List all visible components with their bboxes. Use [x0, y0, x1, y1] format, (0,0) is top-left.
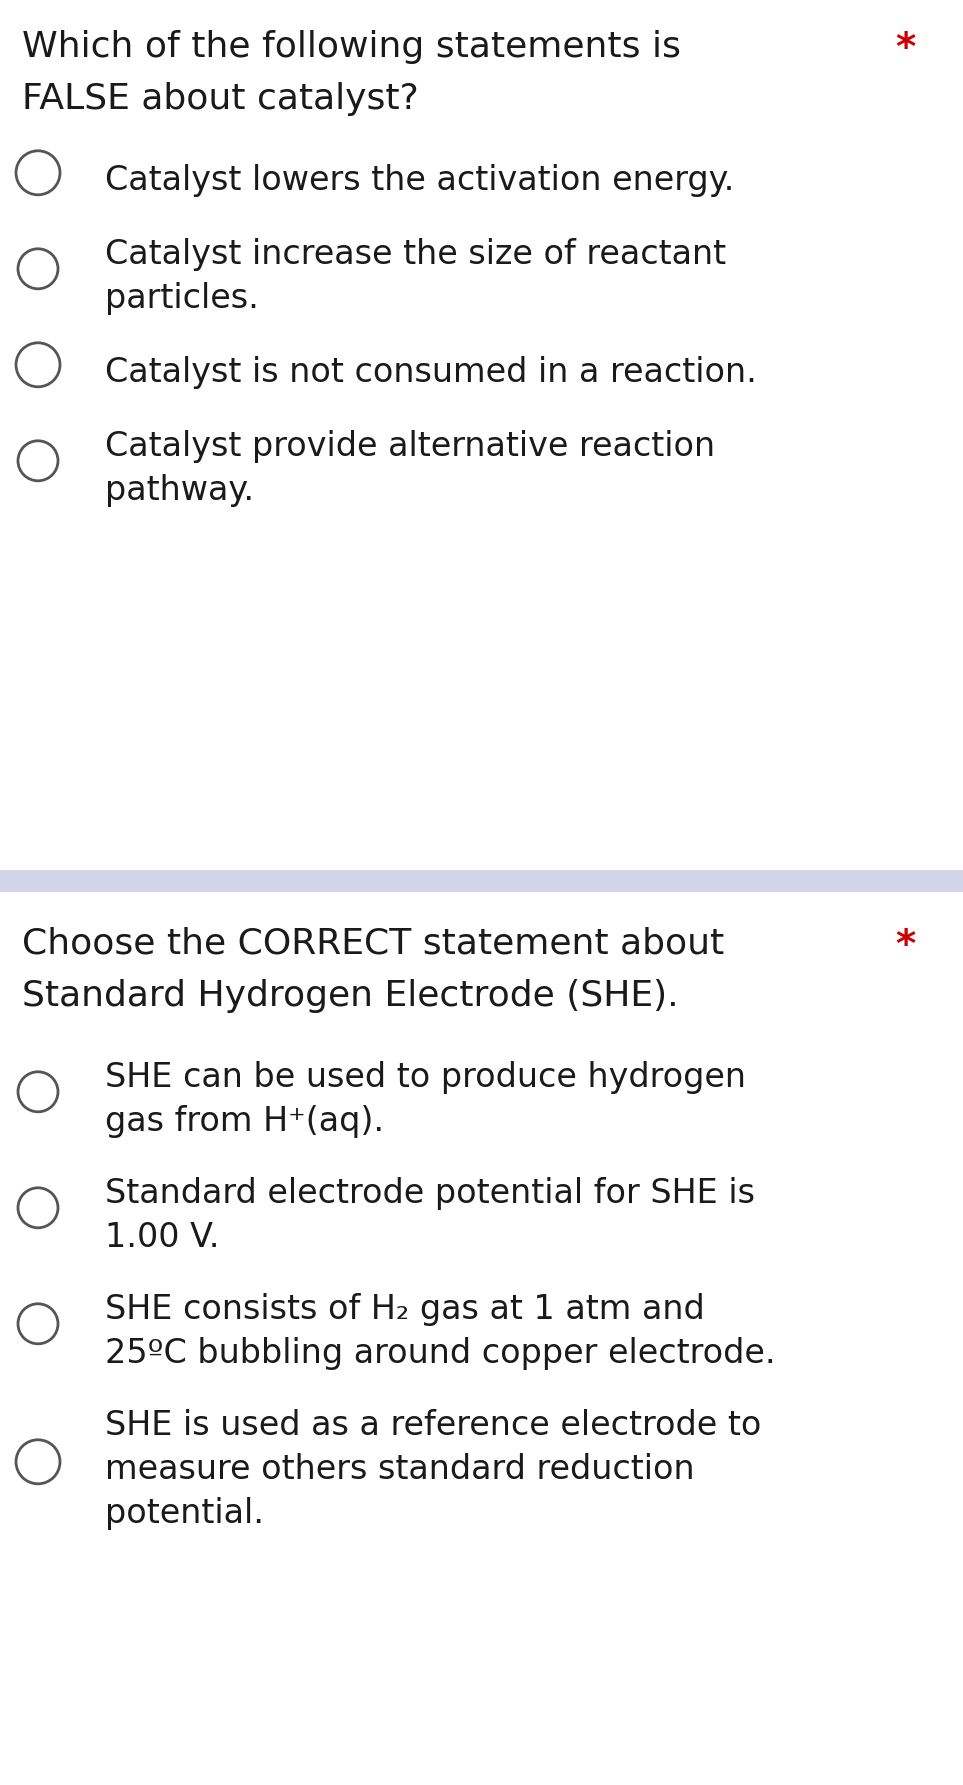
Text: *: *: [895, 30, 915, 68]
Text: SHE can be used to produce hydrogen: SHE can be used to produce hydrogen: [105, 1060, 746, 1094]
Text: Catalyst increase the size of reactant: Catalyst increase the size of reactant: [105, 237, 726, 271]
Text: Standard Hydrogen Electrode (SHE).: Standard Hydrogen Electrode (SHE).: [22, 978, 679, 1014]
Text: FALSE about catalyst?: FALSE about catalyst?: [22, 82, 419, 116]
Text: particles.: particles.: [105, 282, 259, 314]
Text: SHE consists of H₂ gas at 1 atm and: SHE consists of H₂ gas at 1 atm and: [105, 1292, 705, 1326]
Text: Catalyst is not consumed in a reaction.: Catalyst is not consumed in a reaction.: [105, 355, 757, 389]
Text: SHE is used as a reference electrode to: SHE is used as a reference electrode to: [105, 1408, 762, 1442]
Bar: [0, 869, 963, 892]
Text: Standard electrode potential for SHE is: Standard electrode potential for SHE is: [105, 1176, 755, 1210]
Text: potential.: potential.: [105, 1498, 264, 1530]
Bar: [0, 0, 963, 869]
Text: Choose the CORRECT statement about: Choose the CORRECT statement about: [22, 926, 724, 960]
Text: Catalyst lowers the activation energy.: Catalyst lowers the activation energy.: [105, 164, 735, 196]
Text: 25ºC bubbling around copper electrode.: 25ºC bubbling around copper electrode.: [105, 1337, 775, 1371]
Text: gas from H⁺(aq).: gas from H⁺(aq).: [105, 1105, 384, 1139]
Text: Catalyst provide alternative reaction: Catalyst provide alternative reaction: [105, 430, 716, 462]
Text: *: *: [895, 926, 915, 966]
Text: pathway.: pathway.: [105, 475, 254, 507]
Text: 1.00 V.: 1.00 V.: [105, 1221, 220, 1255]
Bar: [0, 892, 963, 1785]
Text: measure others standard reduction: measure others standard reduction: [105, 1453, 694, 1485]
Text: Which of the following statements is: Which of the following statements is: [22, 30, 681, 64]
